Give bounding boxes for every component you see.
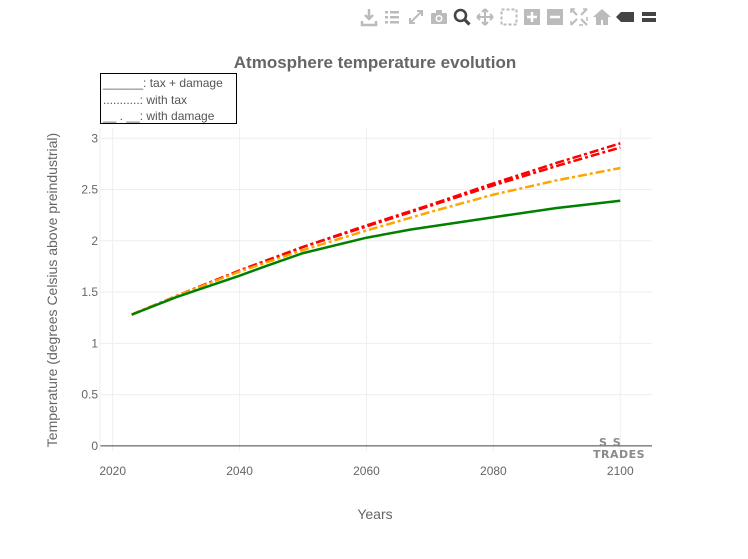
chart-title: Atmosphere temperature evolution: [234, 53, 516, 72]
legend-item-tax-damage: ______: tax + damage: [103, 76, 223, 90]
legend-item-with-tax: ...........: with tax: [103, 93, 188, 107]
y-tick-label: 3: [91, 131, 98, 145]
x-tick-label: 2020: [99, 464, 126, 478]
x-tick-label: 2080: [480, 464, 507, 478]
logo-text-bottom: TRADES: [593, 448, 646, 461]
autoscale-button[interactable]: [568, 6, 590, 28]
series-line-1: [131, 146, 621, 316]
zoom-out-icon: [547, 9, 564, 25]
autoscale-icon: [569, 8, 588, 26]
y-tick-label: 1.5: [81, 285, 98, 299]
home-button[interactable]: [591, 6, 613, 28]
series-line-3: [131, 199, 621, 316]
zoom-button[interactable]: [451, 6, 473, 28]
zoom-icon: [453, 8, 471, 26]
hover-compare-button[interactable]: [638, 6, 660, 28]
logo-text-top: S S: [599, 436, 622, 449]
zoom-out-button[interactable]: [544, 6, 566, 28]
y-tick-label: 0: [91, 439, 98, 453]
expand-button[interactable]: [405, 6, 427, 28]
x-tick-label: 2060: [353, 464, 380, 478]
home-icon: [592, 9, 611, 25]
y-tick-labels: 0 0.5 1 1.5 2 2.5 3: [81, 131, 98, 453]
hover-compare-icon: [641, 12, 656, 22]
x-tick-label: 2100: [607, 464, 634, 478]
x-axis-label: Years: [357, 506, 392, 522]
modebar: [358, 6, 661, 28]
y-tick-label: 1: [91, 336, 98, 350]
zoom-in-icon: [524, 9, 541, 25]
pan-icon: [476, 8, 495, 26]
box-select-button[interactable]: [498, 6, 520, 28]
y-tick-label: 2.5: [81, 183, 98, 197]
list-button[interactable]: [381, 6, 403, 28]
y-axis-label: Temperature (degrees Celsius above prein…: [44, 133, 60, 447]
expand-icon: [408, 10, 423, 24]
series-layer: [131, 142, 621, 316]
box-select-icon: [500, 8, 518, 26]
sostrades-logo: S S TRADES: [590, 436, 652, 462]
y-tick-label: 2: [91, 234, 98, 248]
download-icon: [360, 9, 378, 27]
y-tick-label: 0.5: [81, 388, 98, 402]
zoom-in-button[interactable]: [521, 6, 543, 28]
legend: ______: tax + damage ...........: with t…: [100, 73, 237, 124]
hover-closest-icon: [616, 12, 635, 22]
camera-icon: [430, 10, 447, 24]
pan-button[interactable]: [474, 6, 496, 28]
x-tick-label: 2040: [226, 464, 253, 478]
list-icon: [385, 11, 400, 24]
download-button[interactable]: [358, 6, 380, 28]
x-tick-labels: 2020 2040 2060 2080 2100: [99, 464, 634, 478]
camera-button[interactable]: [428, 6, 450, 28]
hover-closest-button[interactable]: [614, 6, 636, 28]
legend-item-with-damage: __ . __: with damage: [103, 109, 215, 123]
grid: [100, 128, 652, 451]
